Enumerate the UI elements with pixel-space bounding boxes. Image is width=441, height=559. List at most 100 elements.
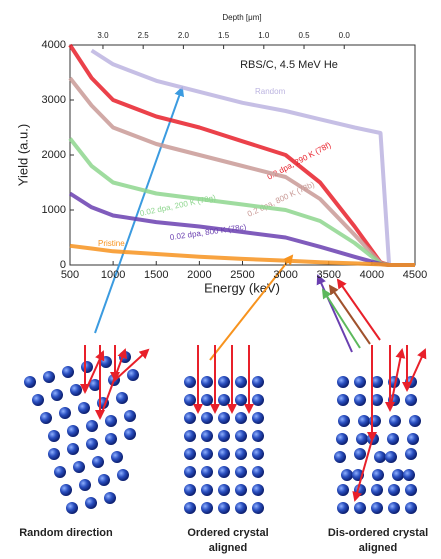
atom — [54, 466, 66, 478]
atom — [184, 484, 196, 496]
atom — [60, 484, 72, 496]
atom — [124, 410, 136, 422]
atom — [388, 484, 400, 496]
atom — [252, 448, 264, 460]
y-tick-label: 3000 — [42, 94, 66, 106]
x2-tick-label: 1.0 — [258, 31, 270, 40]
atom — [369, 415, 381, 427]
caption: aligned — [209, 542, 248, 554]
atom — [85, 497, 97, 509]
atom — [252, 430, 264, 442]
atom — [184, 430, 196, 442]
atom — [356, 433, 368, 445]
atom — [201, 394, 213, 406]
atom — [67, 425, 79, 437]
atom — [92, 456, 104, 468]
atom — [252, 466, 264, 478]
atom — [66, 502, 78, 514]
x-tick-label: 1000 — [101, 269, 125, 281]
atom — [371, 484, 383, 496]
caption: aligned — [359, 542, 398, 554]
atom — [218, 502, 230, 514]
y-tick-label: 4000 — [42, 39, 66, 51]
atom — [337, 394, 349, 406]
x-tick-label: 1500 — [144, 269, 168, 281]
atom — [124, 428, 136, 440]
atom — [341, 469, 353, 481]
atom — [405, 394, 417, 406]
atom — [337, 502, 349, 514]
atom — [201, 466, 213, 478]
atom — [201, 484, 213, 496]
atom — [252, 394, 264, 406]
atom — [79, 479, 91, 491]
atom — [184, 448, 196, 460]
atom — [354, 394, 366, 406]
x2-tick-label: 3.0 — [97, 31, 109, 40]
atom — [59, 407, 71, 419]
atom — [407, 433, 419, 445]
atom — [201, 412, 213, 424]
atom — [201, 502, 213, 514]
y-tick-label: 2000 — [42, 149, 66, 161]
y-axis-label: Yield (a.u.) — [15, 124, 30, 186]
x2-tick-label: 0.5 — [298, 31, 310, 40]
atom — [184, 394, 196, 406]
atom — [184, 412, 196, 424]
atom — [392, 469, 404, 481]
x2-tick-label: 2.0 — [178, 31, 190, 40]
atom — [78, 402, 90, 414]
atom — [252, 376, 264, 388]
atom — [105, 415, 117, 427]
atom — [252, 412, 264, 424]
atom — [358, 415, 370, 427]
x-tick-label: 2000 — [187, 269, 211, 281]
caption: Random direction — [19, 527, 113, 539]
ion-beams — [80, 345, 427, 502]
atom — [218, 448, 230, 460]
atom — [405, 484, 417, 496]
atom — [218, 484, 230, 496]
atom — [387, 433, 399, 445]
atom — [218, 430, 230, 442]
y-tick-label: 0 — [60, 259, 66, 271]
atom — [24, 376, 36, 388]
series-label: Pristine — [98, 239, 125, 248]
atom — [40, 412, 52, 424]
atom — [235, 466, 247, 478]
series-line — [90, 48, 415, 267]
atom — [371, 502, 383, 514]
atom — [67, 443, 79, 455]
atom — [235, 394, 247, 406]
atom — [73, 461, 85, 473]
atom — [81, 361, 93, 373]
atom — [337, 376, 349, 388]
pointers — [94, 86, 381, 361]
atom — [388, 502, 400, 514]
atom — [105, 433, 117, 445]
x2-axis-label: Depth [μm] — [222, 13, 261, 22]
x2-tick-label: 1.5 — [218, 31, 230, 40]
atom — [48, 448, 60, 460]
atom — [338, 415, 350, 427]
atom — [371, 394, 383, 406]
atom — [184, 502, 196, 514]
atom — [86, 420, 98, 432]
atom — [218, 466, 230, 478]
x2-tick-label: 0.0 — [339, 31, 351, 40]
x-tick-label: 3000 — [273, 269, 297, 281]
atom — [89, 379, 101, 391]
atom — [334, 451, 346, 463]
atom — [371, 376, 383, 388]
atom — [389, 415, 401, 427]
atom — [62, 366, 74, 378]
atom — [235, 430, 247, 442]
atom — [86, 438, 98, 450]
atom — [111, 451, 123, 463]
x-tick-label: 3500 — [317, 269, 341, 281]
atom — [117, 469, 129, 481]
atom — [98, 474, 110, 486]
atom — [32, 394, 44, 406]
atom — [252, 484, 264, 496]
atom — [372, 469, 384, 481]
